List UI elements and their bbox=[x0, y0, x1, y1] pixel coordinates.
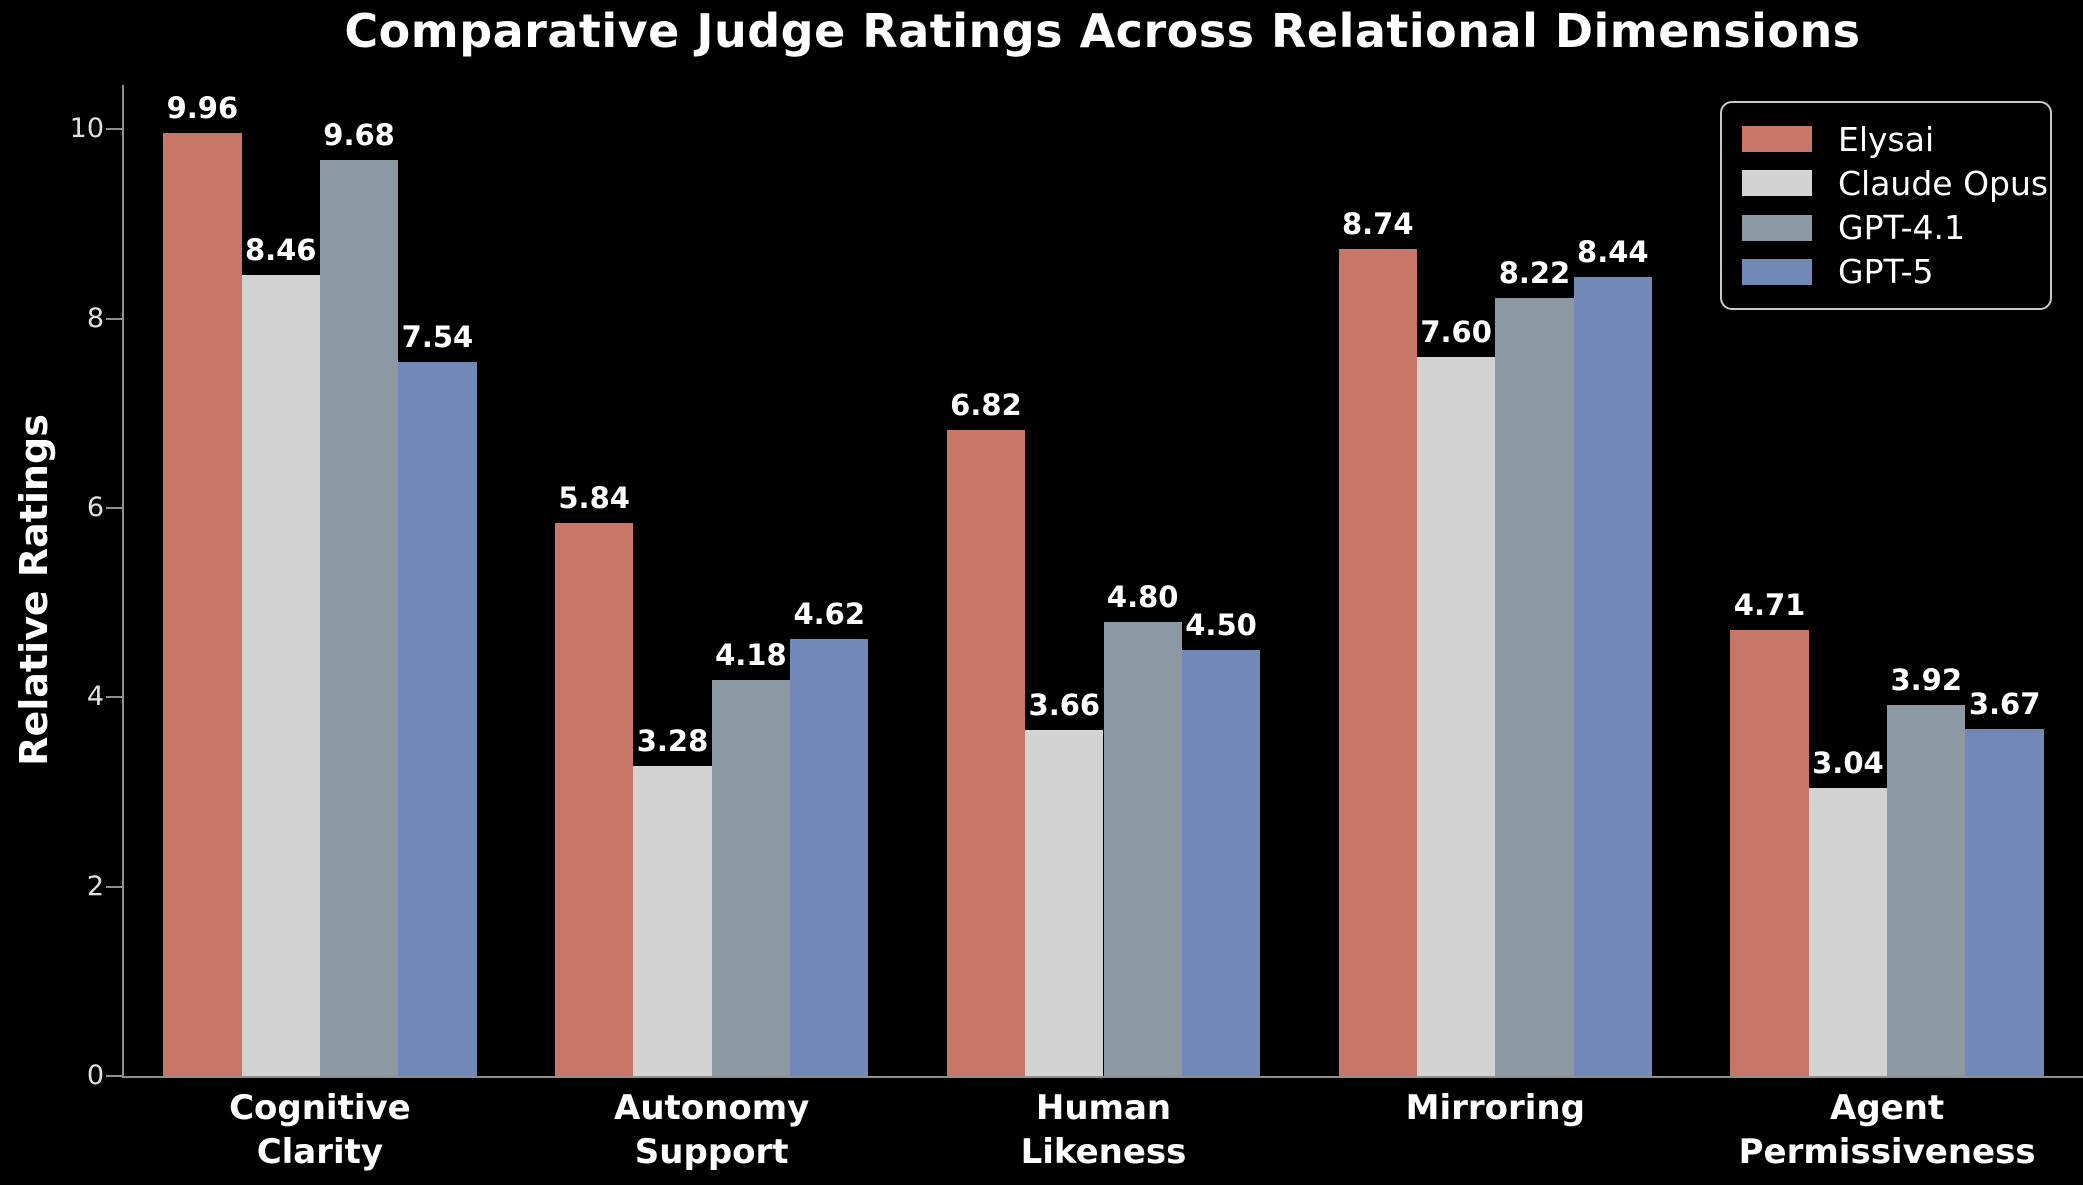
legend-label: GPT-5 bbox=[1838, 252, 1934, 292]
legend-swatch bbox=[1742, 258, 1812, 285]
bar-value-label: 3.04 bbox=[1812, 746, 1884, 781]
legend-item: GPT-5 bbox=[1742, 252, 2030, 291]
y-tick-mark bbox=[106, 885, 122, 888]
legend-item: Elysai bbox=[1742, 120, 2030, 159]
x-category-label: Autonomy Support bbox=[614, 1088, 810, 1173]
bar-value-label: 4.18 bbox=[715, 638, 787, 673]
bar bbox=[1573, 277, 1653, 1076]
y-tick-label: 2 bbox=[86, 870, 104, 902]
bar-value-label: 7.54 bbox=[401, 320, 474, 355]
bar-value-label: 5.84 bbox=[558, 481, 630, 516]
bar bbox=[1965, 728, 2044, 1076]
legend-swatch bbox=[1742, 170, 1812, 197]
bar-value-label: 9.68 bbox=[323, 117, 395, 152]
bar bbox=[241, 275, 320, 1076]
bar bbox=[398, 362, 477, 1076]
x-category-label: Agent Permissiveness bbox=[1738, 1088, 2036, 1173]
bar-value-label: 3.92 bbox=[1890, 662, 1963, 697]
y-tick-mark bbox=[106, 1075, 122, 1077]
legend-label: Claude Opus bbox=[1838, 163, 2049, 203]
bar-value-label: 8.74 bbox=[1341, 206, 1414, 241]
bar bbox=[633, 765, 712, 1076]
bar-value-label: 3.28 bbox=[636, 723, 709, 758]
bar bbox=[1887, 704, 1966, 1076]
bar-value-label: 4.50 bbox=[1185, 608, 1257, 643]
y-tick-label: 8 bbox=[86, 302, 104, 334]
bar-value-label: 4.80 bbox=[1106, 579, 1179, 614]
chart-title: Comparative Judge Ratings Across Relatio… bbox=[344, 4, 1861, 58]
bar-value-label: 4.71 bbox=[1733, 588, 1806, 623]
y-tick-mark bbox=[106, 317, 122, 320]
bar-value-label: 3.66 bbox=[1028, 687, 1101, 722]
bar-value-label: 6.82 bbox=[950, 388, 1022, 423]
legend-label: Elysai bbox=[1838, 119, 1935, 159]
bar bbox=[1338, 248, 1417, 1076]
bar bbox=[1495, 297, 1574, 1076]
bar-value-label: 8.44 bbox=[1577, 235, 1649, 270]
bar bbox=[163, 133, 242, 1076]
y-tick-label: 0 bbox=[86, 1060, 104, 1091]
bar-value-label: 7.60 bbox=[1420, 314, 1492, 349]
bar bbox=[1416, 356, 1496, 1076]
plot-area: 0 2 4 6 8 10 9.96 5.84 6.82 8.74 4.71 8.46 3.28 3.66… bbox=[70, 85, 2083, 1172]
bar bbox=[319, 159, 399, 1076]
y-tick-mark bbox=[106, 696, 122, 699]
legend-swatch bbox=[1742, 214, 1812, 241]
bar bbox=[1730, 630, 1809, 1076]
bar bbox=[1181, 650, 1261, 1076]
bar-value-label: 4.62 bbox=[793, 596, 866, 631]
y-tick-label: 4 bbox=[86, 681, 104, 713]
legend-item: Claude Opus bbox=[1742, 164, 2048, 203]
bar-value-label: 3.67 bbox=[1968, 686, 2041, 721]
bar bbox=[1025, 729, 1104, 1076]
legend-label: GPT-4.1 bbox=[1838, 208, 1965, 248]
y-tick-mark bbox=[106, 507, 122, 510]
bar bbox=[554, 523, 634, 1076]
x-category-label: Human Likeness bbox=[1020, 1088, 1187, 1173]
bar-value-label: 8.46 bbox=[244, 233, 317, 268]
legend-item: GPT-4.1 bbox=[1742, 208, 2030, 247]
legend-swatch bbox=[1742, 126, 1812, 153]
y-tick-label: 10 bbox=[69, 113, 104, 145]
x-category-label: Cognitive Clarity bbox=[229, 1088, 411, 1173]
bar-value-label: 9.96 bbox=[166, 91, 239, 126]
bar bbox=[711, 680, 791, 1076]
y-tick-label: 6 bbox=[86, 492, 104, 524]
legend: Elysai Claude Opus GPT-4.1 GPT-5 bbox=[1720, 101, 2052, 310]
bar bbox=[790, 638, 869, 1076]
bar bbox=[1808, 788, 1888, 1076]
x-category-label: Mirroring bbox=[1405, 1088, 1585, 1128]
bar-value-label: 8.22 bbox=[1498, 255, 1571, 290]
bar bbox=[1103, 621, 1182, 1076]
bar bbox=[946, 430, 1026, 1076]
y-tick-mark bbox=[106, 128, 122, 131]
